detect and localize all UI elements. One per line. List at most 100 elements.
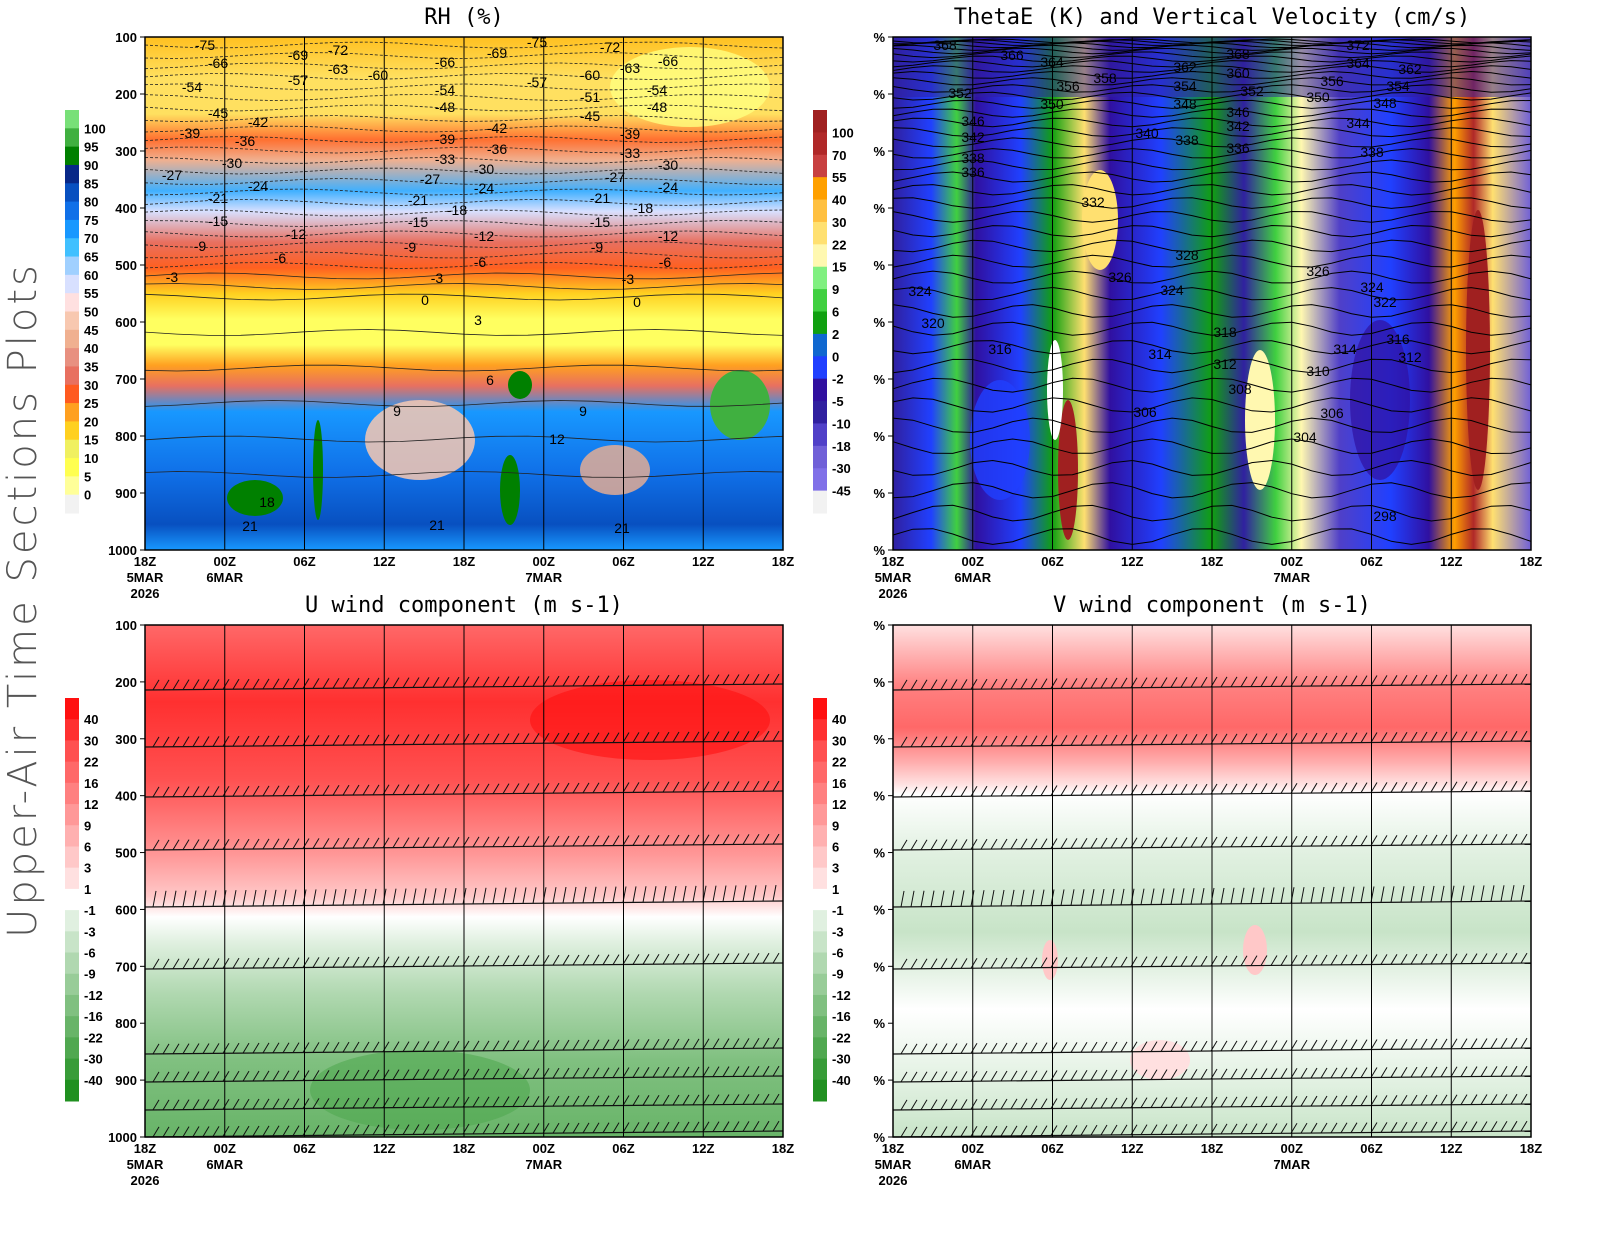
wind-barb [1230,887,1235,904]
wind-barb [1110,837,1118,849]
wind-barb [322,1125,330,1136]
wind-barb [332,1041,340,1053]
wind-barb [752,1094,760,1105]
rh-contour-label: -30 [658,157,678,173]
wind-barb [1400,781,1408,793]
wind-barb [1170,1124,1178,1135]
wind-barb [152,890,157,908]
wind-barb [1310,1095,1318,1107]
y-tick-label: 100 [115,618,137,633]
wind-barb [960,839,968,850]
wind-barb [412,734,420,745]
wind-barb [930,1043,938,1054]
y-tick-label: 300 [115,732,137,747]
wind-barb [1060,1070,1068,1081]
wind-barb [1190,733,1198,745]
wind-barb [1410,886,1415,903]
rh-contour-label: 0 [633,294,641,310]
wind-barb [402,837,410,848]
rh-contour-label: 9 [393,403,401,419]
wind-barb [1260,783,1268,794]
wind-barb [1320,1095,1328,1107]
wind-barb [742,1094,750,1105]
wind-barb [152,1071,160,1083]
wind-barb [292,1125,300,1136]
wind-barb [692,1038,700,1050]
wind-barb [762,1037,770,1049]
wind-barb [472,887,477,905]
wind-barb [162,839,170,851]
wind-barb [702,1066,710,1078]
wind-barb [662,1038,670,1050]
wind-barb [172,839,180,850]
wind-barb [1500,781,1508,792]
wind-barb [1420,885,1425,903]
wind-barb [960,1099,968,1110]
wind-barb [702,953,710,965]
wind-barb [582,1067,590,1079]
wind-barb [442,836,450,848]
wind-barb [1040,957,1048,968]
thetae-colorbar-box [813,244,827,268]
wind-barb [900,786,908,798]
thetae-colorbar-box [813,266,827,290]
wind-barb [772,885,777,902]
wind-barb [312,1070,320,1081]
wind-barb [712,1121,720,1132]
wind-barb [980,785,988,797]
thetae-contour-label: 342 [961,129,985,145]
x-tick-label: 00Z [214,1141,236,1156]
wind-barb [1000,678,1008,690]
wind-barb [940,958,948,969]
wind-barb [1180,1097,1188,1108]
wind-barb [1200,888,1205,905]
rh-contour-label: -30 [222,155,242,171]
wind-barb [562,1067,570,1079]
wind-barb [192,958,200,969]
v-wind-colorbar-label: 9 [832,818,839,833]
wind-barb [502,887,507,904]
wind-barb [1440,1121,1448,1133]
wind-barb [1390,1039,1398,1050]
wind-barb [1190,1068,1198,1080]
wind-barb [1460,674,1468,685]
wind-barb [1490,781,1498,792]
wind-barb [772,1093,780,1105]
wind-barb [1180,1069,1188,1080]
rh-temperature-contour [144,104,784,112]
x-tick-label: 12Z [692,1141,714,1156]
wind-barb [162,1071,170,1083]
wind-barb [482,836,490,848]
rh-colorbar-box [65,293,79,312]
wind-barb [910,1043,918,1055]
wind-barb [910,1071,918,1083]
y-tick-label: % [873,144,885,159]
wind-barb [950,736,958,747]
wind-barb [652,1121,660,1133]
x-date-label: 5MAR [127,570,164,585]
wind-barb [970,679,978,690]
wind-barb [432,1097,440,1108]
wind-barb [732,1094,740,1105]
wind-barb [930,786,938,797]
wind-barb [672,731,680,743]
wind-barb [572,1039,580,1051]
wind-barb [1080,956,1088,968]
wind-barb [712,953,720,964]
rh-contour-label: -36 [487,141,507,157]
wind-barb [762,1065,770,1077]
wind-barb [312,838,320,849]
thetae-colorbar-box [813,401,827,424]
wind-barb [202,786,210,797]
wind-barb [1340,1095,1348,1107]
wind-barb [352,784,360,796]
wind-barb [632,1039,640,1050]
rh-contour-label: -15 [590,214,610,230]
wind-barb [432,837,440,848]
wind-barb [582,1122,590,1134]
wind-barb [1100,1097,1108,1109]
x-tick-label: 06Z [1041,1141,1063,1156]
rh-colorbar-box [65,311,79,331]
wind-barb [182,1071,190,1082]
thetae-colorbar-box [813,490,827,514]
